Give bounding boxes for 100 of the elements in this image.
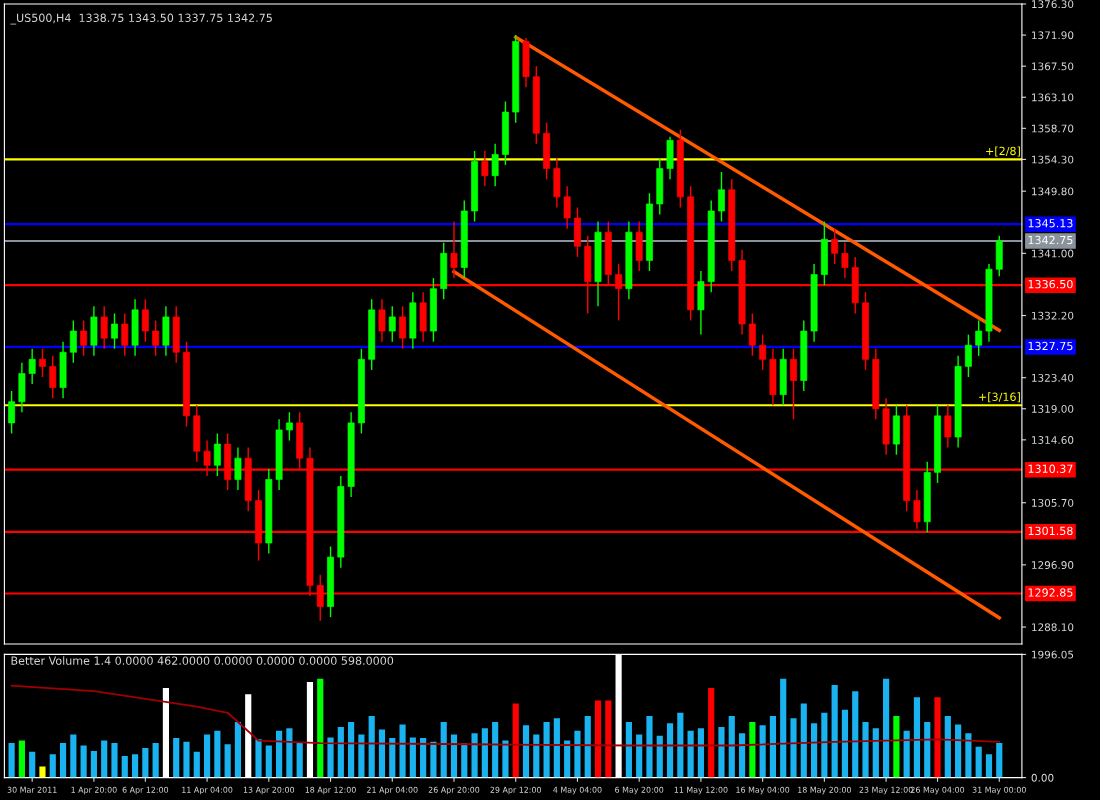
bar <box>481 728 488 778</box>
bar <box>965 733 972 778</box>
bar <box>276 730 283 778</box>
bar <box>461 743 468 778</box>
ref-line-label: 1310.37 <box>1028 464 1073 473</box>
bar <box>759 725 766 778</box>
y-tick-label: 1296.90 <box>1032 561 1074 569</box>
candlestick <box>718 171 725 223</box>
bar <box>337 726 344 778</box>
candlestick <box>378 298 386 343</box>
bar <box>378 729 386 778</box>
bar <box>234 722 242 778</box>
bar <box>996 743 1003 778</box>
candlestick <box>913 489 921 530</box>
bar <box>687 730 694 778</box>
candlestick <box>388 305 396 343</box>
y-tick-label: 1367.50 <box>1032 62 1074 71</box>
y-tick-label: 0.00 <box>1031 773 1054 782</box>
text: _US500,H4 1338.75 1343.50 1337.75 1342.75 <box>10 13 272 25</box>
bar <box>111 743 118 778</box>
annotation: +[2/8] <box>986 146 1020 157</box>
bar <box>841 709 849 778</box>
y-tick-label: 1996.05 <box>1032 650 1074 659</box>
candlestick <box>213 432 221 477</box>
bar <box>255 739 262 778</box>
bar <box>348 722 355 778</box>
candlestick <box>491 143 499 187</box>
bar <box>80 745 87 778</box>
bar <box>265 745 272 778</box>
bar <box>769 715 777 778</box>
candlestick <box>748 312 756 357</box>
bar <box>790 718 797 778</box>
bar <box>18 740 25 778</box>
bar <box>39 766 46 778</box>
ref-line-label: 1301.58 <box>1028 526 1073 536</box>
bar <box>450 734 458 778</box>
bar <box>214 730 221 778</box>
bar <box>368 715 375 778</box>
bar <box>985 754 993 778</box>
candlestick <box>759 333 767 371</box>
candlestick <box>141 298 149 343</box>
bar <box>852 691 859 778</box>
bar <box>296 743 303 778</box>
candlestick <box>285 411 293 442</box>
bar <box>90 751 97 778</box>
bar <box>389 738 396 778</box>
ref-line-label: 1345.13 <box>1028 219 1073 228</box>
bar <box>29 751 36 778</box>
bar <box>903 730 910 778</box>
candlestick <box>790 348 797 421</box>
bar <box>594 700 602 778</box>
candlestick <box>49 355 57 399</box>
bar <box>625 722 632 778</box>
bar <box>810 723 818 778</box>
annotation: +[3/16] <box>979 392 1020 403</box>
candlestick <box>111 312 118 350</box>
bar <box>224 744 231 778</box>
bar <box>780 678 787 778</box>
y-tick-label: 1349.80 <box>1032 187 1074 196</box>
y-tick-label: 1332.20 <box>1032 311 1074 320</box>
y-tick-label: 1314.60 <box>1032 436 1074 444</box>
candlestick <box>80 319 88 357</box>
candlestick <box>100 305 108 350</box>
bar <box>286 728 293 778</box>
bar <box>420 738 427 778</box>
candlestick <box>450 220 458 279</box>
bar <box>327 737 334 778</box>
bar <box>934 697 941 778</box>
ref-line-label: 1336.50 <box>1028 279 1073 289</box>
bar <box>738 733 746 778</box>
ref-line-label: 1342.75 <box>1028 235 1073 245</box>
bar <box>430 741 437 778</box>
bar <box>358 734 365 778</box>
bar <box>183 741 190 778</box>
y-tick-label: 1323.40 <box>1032 373 1074 382</box>
bar <box>708 688 715 778</box>
bar <box>306 681 314 778</box>
bar <box>975 746 982 778</box>
candlestick <box>8 390 16 435</box>
y-tick-label: 1363.10 <box>1032 93 1074 102</box>
y-tick-label: 1341.00 <box>1032 249 1074 258</box>
bar <box>646 715 653 778</box>
bar <box>718 726 725 778</box>
bar <box>152 743 159 778</box>
ref-line-label: 1327.75 <box>1028 341 1073 351</box>
bar <box>677 712 684 778</box>
bar <box>543 722 550 778</box>
candlestick <box>121 312 129 357</box>
candlestick <box>234 446 242 491</box>
bar <box>944 715 951 778</box>
bar <box>728 715 735 778</box>
candlestick <box>944 404 952 449</box>
candlestick <box>481 150 489 187</box>
bar <box>913 697 921 778</box>
line-series <box>10 684 1001 747</box>
bar <box>924 722 931 778</box>
bar <box>502 740 509 778</box>
bar <box>872 728 879 778</box>
bar <box>656 735 663 778</box>
bar <box>666 723 674 778</box>
